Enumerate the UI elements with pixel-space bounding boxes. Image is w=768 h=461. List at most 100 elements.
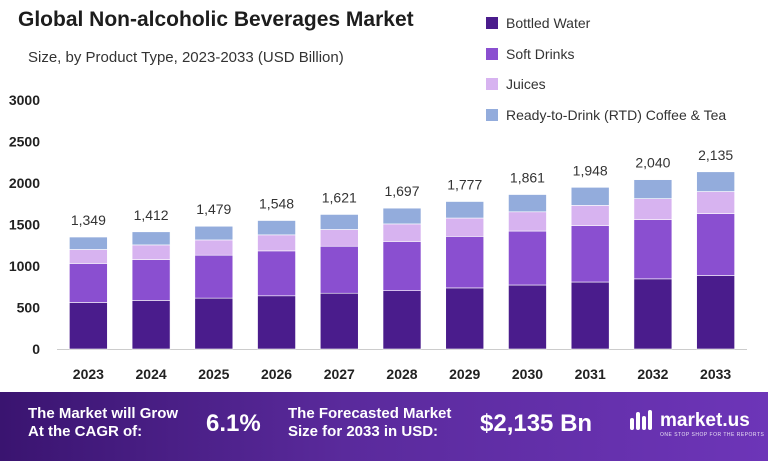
footer-banner: The Market will Grow At the CAGR of: 6.1… <box>0 392 768 461</box>
legend-item-juices: Juices <box>486 69 726 100</box>
bar-segment-soft-drinks <box>69 263 108 303</box>
bar-segment-soft-drinks <box>696 213 735 276</box>
bar-total-label: 1,548 <box>259 196 294 212</box>
legend-swatch-soft-drinks <box>486 47 498 60</box>
bar-segment-bottled-water <box>131 300 171 350</box>
bar-segment-ready-to-drink-rtd-coffee-tea <box>194 225 234 241</box>
bar-segment-ready-to-drink-rtd-coffee-tea <box>445 201 485 219</box>
bar-segment-soft-drinks <box>194 254 234 299</box>
chart-subtitle: Size, by Product Type, 2023-2033 (USD Bi… <box>28 49 344 66</box>
bar-segment-ready-to-drink-rtd-coffee-tea <box>382 207 422 225</box>
chart-title: Global Non-alcoholic Beverages Market <box>18 8 414 31</box>
bar-segment-bottled-water <box>696 275 735 350</box>
bar-segment-bottled-water <box>319 292 359 350</box>
bar-segment-ready-to-drink-rtd-coffee-tea <box>508 194 547 213</box>
legend-item-rtd: Ready-to-Drink (RTD) Coffee & Tea <box>486 100 726 131</box>
bar-segment-bottled-water <box>194 297 234 350</box>
y-tick-label: 0 <box>32 341 40 357</box>
stacked-bar-chart: 0 500 1000 1500 2000 2500 3000 1,349 2023 1,412 20… <box>9 92 747 382</box>
bar-segment-soft-drinks <box>445 236 485 289</box>
bar-total-label: 1,349 <box>71 212 106 228</box>
cagr-label: The Market will Grow At the CAGR of: <box>28 405 178 441</box>
bar-segment-juices <box>445 217 485 237</box>
y-tick-label: 1500 <box>9 217 40 233</box>
x-tick-label: 2029 <box>449 366 480 382</box>
legend-label-juices: Juices <box>506 76 546 93</box>
bar-segment-juices <box>69 249 108 264</box>
x-tick-label: 2026 <box>261 366 292 382</box>
x-tick-label: 2023 <box>73 366 104 382</box>
bar-segment-ready-to-drink-rtd-coffee-tea <box>257 220 296 236</box>
cagr-label-line2: At the CAGR of: <box>28 423 143 440</box>
bar-segment-ready-to-drink-rtd-coffee-tea <box>319 214 359 230</box>
bar-segment-bottled-water <box>570 281 610 350</box>
y-tick-label: 2500 <box>9 134 40 150</box>
legend-swatch-rtd <box>486 108 498 121</box>
bar-segment-ready-to-drink-rtd-coffee-tea <box>696 171 735 192</box>
bar-segment-soft-drinks <box>257 250 296 297</box>
bar-total-label: 1,621 <box>322 189 357 205</box>
bar-segment-juices <box>319 229 359 247</box>
x-tick-label: 2031 <box>575 366 606 382</box>
bar-total-label: 1,697 <box>384 183 419 199</box>
x-tick-label: 2025 <box>198 366 229 382</box>
bar-segment-juices <box>382 223 422 242</box>
bar-segment-ready-to-drink-rtd-coffee-tea <box>131 231 171 246</box>
bar-segment-bottled-water <box>508 284 547 350</box>
bar-segment-juices <box>131 244 171 260</box>
forecast-label-line1: The Forecasted Market <box>288 405 452 422</box>
bar-total-label: 1,412 <box>134 207 169 223</box>
bar-segment-bottled-water <box>445 287 485 350</box>
legend-label-rtd: Ready-to-Drink (RTD) Coffee & Tea <box>506 106 727 123</box>
legend-label-bottled-water: Bottled Water <box>506 15 591 32</box>
bar-segment-soft-drinks <box>570 225 610 283</box>
bar-segment-ready-to-drink-rtd-coffee-tea <box>570 187 610 206</box>
x-tick-label: 2024 <box>136 366 167 382</box>
bar-segment-bottled-water <box>257 295 296 350</box>
x-tick-label: 2030 <box>512 366 543 382</box>
bar-total-label: 1,948 <box>573 162 608 178</box>
forecast-label: The Forecasted Market Size for 2033 in U… <box>288 405 451 441</box>
y-tick-label: 500 <box>17 300 41 316</box>
bar-total-label: 1,479 <box>196 201 231 217</box>
bar-segment-bottled-water <box>633 278 673 350</box>
legend-swatch-juices <box>486 78 498 91</box>
bar-segment-juices <box>194 239 234 256</box>
bar-segment-juices <box>633 198 673 220</box>
cagr-value: 6.1% <box>206 410 261 437</box>
bar-total-label: 2,135 <box>698 147 733 163</box>
bar-segment-juices <box>696 191 735 214</box>
bar-total-label: 1,777 <box>447 177 482 193</box>
brand-name: market.us <box>660 410 750 431</box>
y-tick-label: 2000 <box>9 175 40 191</box>
y-tick-label: 1000 <box>9 258 40 274</box>
x-tick-label: 2033 <box>700 366 731 382</box>
bar-segment-soft-drinks <box>633 219 673 280</box>
bar-total-label: 2,040 <box>635 155 670 171</box>
forecast-label-line2: Size for 2033 in USD: <box>288 423 439 440</box>
bar-segment-ready-to-drink-rtd-coffee-tea <box>633 179 673 199</box>
market-us-logo-icon <box>630 410 652 430</box>
bar-segment-bottled-water <box>69 302 108 350</box>
x-tick-label: 2032 <box>637 366 668 382</box>
bar-segment-soft-drinks <box>382 241 422 291</box>
bar-segment-ready-to-drink-rtd-coffee-tea <box>69 236 108 250</box>
bar-segment-juices <box>570 205 610 226</box>
legend-swatch-bottled-water <box>486 17 498 30</box>
legend-label-soft-drinks: Soft Drinks <box>506 45 575 62</box>
chart-legend: Bottled Water Soft Drinks Juices Ready-t… <box>486 8 726 130</box>
legend-item-soft-drinks: Soft Drinks <box>486 39 726 70</box>
brand-logo: market.us ONE STOP SHOP FOR THE REPORTS <box>628 408 764 438</box>
legend-item-bottled-water: Bottled Water <box>486 8 726 39</box>
x-tick-label: 2027 <box>324 366 355 382</box>
x-tick-label: 2028 <box>386 366 417 382</box>
cagr-label-line1: The Market will Grow <box>28 405 179 422</box>
bar-segment-soft-drinks <box>131 259 171 301</box>
bar-segment-soft-drinks <box>508 230 547 286</box>
brand-tagline: ONE STOP SHOP FOR THE REPORTS <box>660 432 765 438</box>
forecast-value: $2,135 Bn <box>480 410 593 437</box>
bar-segment-soft-drinks <box>319 245 359 294</box>
bar-segment-bottled-water <box>382 290 422 350</box>
bar-segment-juices <box>257 234 296 252</box>
bar-segment-juices <box>508 211 547 232</box>
